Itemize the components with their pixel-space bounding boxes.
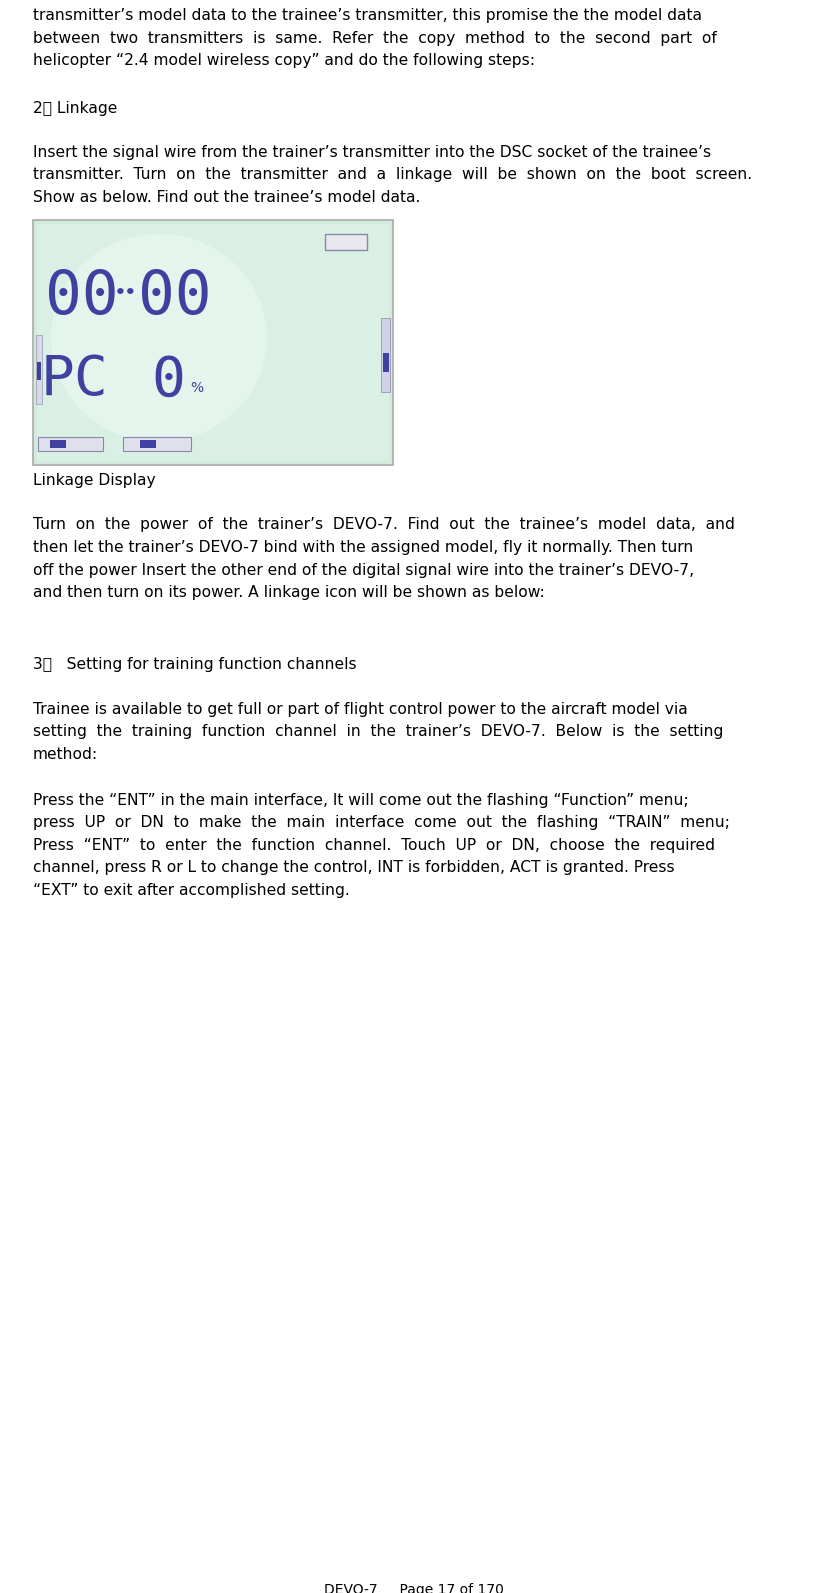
Text: Press the “ENT” in the main interface, It will come out the flashing “Function” : Press the “ENT” in the main interface, I…: [33, 793, 688, 808]
Bar: [325, 234, 366, 250]
Text: ••: ••: [115, 284, 136, 303]
Text: transmitter.  Turn  on  the  transmitter  and  a  linkage  will  be  shown  on  : transmitter. Turn on the transmitter and…: [33, 167, 751, 183]
Text: transmitter’s model data to the trainee’s transmitter, this promise the the mode: transmitter’s model data to the trainee’…: [33, 8, 701, 22]
Text: method:: method:: [33, 747, 98, 761]
Text: and then turn on its power. A linkage icon will be shown as below:: and then turn on its power. A linkage ic…: [33, 585, 544, 601]
Text: “EXT” to exit after accomplished setting.: “EXT” to exit after accomplished setting…: [33, 883, 349, 898]
Text: channel, press R or L to change the control, INT is forbidden, ACT is granted. P: channel, press R or L to change the cont…: [33, 860, 674, 876]
Text: press  UP  or  DN  to  make  the  main  interface  come  out  the  flashing  “TR: press UP or DN to make the main interfac…: [33, 816, 729, 830]
Text: helicopter “2.4 model wireless copy” and do the following steps:: helicopter “2.4 model wireless copy” and…: [33, 53, 534, 68]
Text: Press  “ENT”  to  enter  the  function  channel.  Touch  UP  or  DN,  choose  th: Press “ENT” to enter the function channe…: [33, 838, 715, 852]
Text: Show as below. Find out the trainee’s model data.: Show as below. Find out the trainee’s mo…: [33, 190, 420, 205]
Text: 00: 00: [45, 268, 118, 327]
Text: setting  the  training  function  channel  in  the  trainer’s  DEVO-7.  Below  i: setting the training function channel in…: [33, 725, 723, 739]
Bar: [140, 440, 155, 448]
Bar: [123, 438, 191, 451]
Text: Linkage Display: Linkage Display: [33, 473, 155, 487]
Bar: [37, 225, 389, 462]
Text: off the power Insert the other end of the digital signal wire into the trainer’s: off the power Insert the other end of th…: [33, 562, 693, 578]
Text: Turn  on  the  power  of  the  trainer’s  DEVO-7.  Find  out  the  trainee’s  mo: Turn on the power of the trainer’s DEVO-…: [33, 518, 734, 532]
Text: 00: 00: [138, 268, 211, 327]
Bar: [33, 220, 393, 465]
Text: %: %: [189, 381, 203, 395]
Bar: [383, 352, 389, 373]
Text: PC: PC: [41, 354, 108, 408]
Ellipse shape: [51, 234, 266, 443]
Text: 0: 0: [151, 354, 184, 408]
Bar: [38, 438, 103, 451]
Text: DEVO-7     Page 17 of 170: DEVO-7 Page 17 of 170: [323, 1583, 504, 1593]
Bar: [50, 440, 66, 448]
Text: Trainee is available to get full or part of flight control power to the aircraft: Trainee is available to get full or part…: [33, 703, 687, 717]
Text: between  two  transmitters  is  same.  Refer  the  copy  method  to  the  second: between two transmitters is same. Refer …: [33, 30, 716, 46]
Text: 3）   Setting for training function channels: 3） Setting for training function channel…: [33, 658, 356, 672]
Bar: [36, 336, 42, 405]
Text: 2） Linkage: 2） Linkage: [33, 100, 117, 116]
Text: Insert the signal wire from the trainer’s transmitter into the DSC socket of the: Insert the signal wire from the trainer’…: [33, 145, 710, 159]
Bar: [380, 319, 390, 392]
Text: then let the trainer’s DEVO-7 bind with the assigned model, fly it normally. The: then let the trainer’s DEVO-7 bind with …: [33, 540, 692, 554]
Bar: [37, 363, 41, 379]
